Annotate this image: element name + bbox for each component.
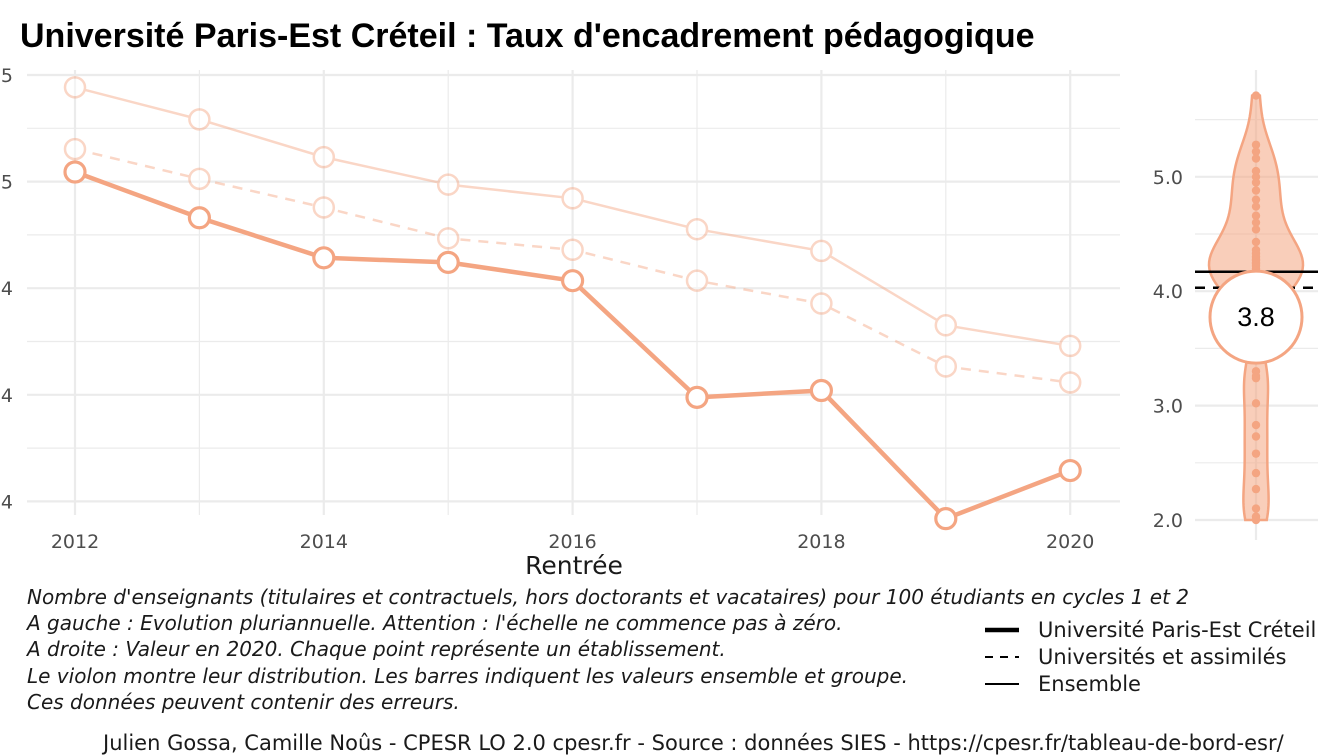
establishment-point (1251, 484, 1261, 494)
data-point (561, 187, 584, 210)
y-tick-label: 3.0 (1153, 396, 1183, 418)
data-point (809, 378, 834, 403)
establishment-point (1251, 449, 1261, 458)
data-point (312, 196, 336, 219)
establishment-point (1251, 515, 1261, 525)
establishment-point (1251, 399, 1261, 408)
data-point (63, 160, 87, 184)
establishment-point (1251, 186, 1261, 195)
data-point (436, 250, 460, 274)
left-plot-grid (27, 70, 1120, 515)
left-plot-series (63, 76, 1082, 531)
establishment-point (1251, 420, 1261, 430)
data-point (561, 238, 584, 262)
data-point (685, 217, 709, 241)
right-y-axis: 2.0 3.0 4.0 5.0 (1153, 167, 1183, 532)
data-point (685, 385, 709, 409)
data-point (188, 108, 211, 131)
note-line: Le violon montre leur distribution. Les … (27, 663, 908, 688)
chart-title: Université Paris-Est Créteil : Taux d'en… (20, 17, 1035, 55)
legend: Université Paris-Est Créteil Universités… (985, 616, 1316, 697)
data-point (63, 137, 87, 161)
value-label: 3.8 (1237, 302, 1275, 332)
legend-label: Ensemble (1038, 671, 1141, 696)
data-point (436, 173, 460, 196)
data-point (934, 355, 958, 378)
legend-key-dashed (985, 655, 1019, 658)
data-point (934, 507, 958, 531)
y-tick-label: 4.0 (1153, 281, 1183, 303)
data-point (312, 145, 336, 169)
data-point (187, 206, 211, 230)
data-point (1058, 458, 1082, 483)
establishment-point (1251, 195, 1261, 204)
note-line: A droite : Valeur en 2020. Chaque point … (27, 637, 726, 662)
establishment-point (1251, 91, 1261, 100)
y-tick-label: 5 (1, 65, 13, 87)
x-tick-label: 2014 (300, 531, 348, 553)
series-universit-paris-est-cr-teil (63, 160, 1082, 531)
data-point (810, 292, 833, 315)
series-line (74, 147, 1071, 384)
establishment-point (1251, 237, 1261, 247)
establishment-point (1251, 140, 1261, 149)
y-tick-label: 4 (1, 385, 13, 407)
legend-key-thin (985, 682, 1019, 685)
establishment-point (1251, 218, 1261, 227)
series-ensemble (63, 76, 1082, 358)
y-tick-label: 5.0 (1153, 167, 1183, 189)
data-point (685, 269, 709, 292)
note-line: Nombre d'enseignants (titulaires et cont… (27, 585, 1190, 609)
y-tick-label: 4 (1, 491, 13, 513)
establishment-point (1251, 202, 1261, 211)
data-point (1058, 334, 1082, 358)
data-point (810, 239, 833, 263)
y-tick-label: 4 (1, 278, 13, 300)
establishment-point (1251, 373, 1261, 383)
data-point (560, 269, 585, 293)
establishment-point (1251, 504, 1261, 513)
value-bubble (1208, 269, 1304, 365)
chart-notes: Nombre d'enseignants (titulaires et cont… (27, 584, 1189, 715)
data-point (436, 227, 460, 250)
data-point (1058, 371, 1082, 394)
data-point (188, 167, 211, 191)
x-tick-label: 2016 (548, 531, 596, 553)
establishment-point (1251, 225, 1261, 234)
legend-item-etablissement: Université Paris-Est Créteil (985, 616, 1316, 643)
chart-canvas: 5 5 4 4 4 2012 2014 2016 2018 2020 Rentrée 2.0 3.… (1, 65, 1318, 580)
legend-key-thick (985, 627, 1019, 632)
x-tick-label: 2012 (51, 531, 99, 553)
note-line: Ces données peuvent contenir des erreurs… (27, 689, 460, 714)
x-tick-label: 2020 (1046, 531, 1094, 553)
establishment-point (1251, 211, 1261, 220)
left-x-axis: 2012 2014 2016 2018 2020 (51, 531, 1095, 553)
left-y-axis: 5 5 4 4 4 (1, 65, 13, 513)
series-universit-s-et-assimil-s (63, 137, 1082, 394)
legend-label: Université Paris-Est Créteil (1038, 617, 1317, 642)
data-point (63, 76, 87, 99)
violin-plot: 3.8 (1195, 91, 1318, 525)
establishment-point (1251, 147, 1261, 156)
series-line (74, 86, 1071, 348)
source-caption: Julien Gossa, Camille Noûs - CPESR LO 2.… (103, 731, 1284, 755)
data-point (312, 246, 336, 270)
x-axis-label: Rentrée (525, 551, 623, 580)
legend-item-ensemble: Ensemble (985, 670, 1316, 697)
legend-label: Universités et assimilés (1038, 644, 1287, 669)
legend-item-groupe: Universités et assimilés (985, 643, 1316, 670)
y-tick-label: 5 (1, 172, 13, 194)
establishment-point (1251, 178, 1261, 187)
note-line: A gauche : Evolution pluriannuelle. Atte… (27, 611, 843, 636)
y-tick-label: 2.0 (1153, 510, 1183, 532)
establishment-point (1251, 432, 1261, 441)
establishment-point (1251, 468, 1261, 478)
establishment-point (1251, 154, 1261, 163)
x-tick-label: 2018 (797, 531, 845, 553)
data-point (934, 314, 958, 337)
